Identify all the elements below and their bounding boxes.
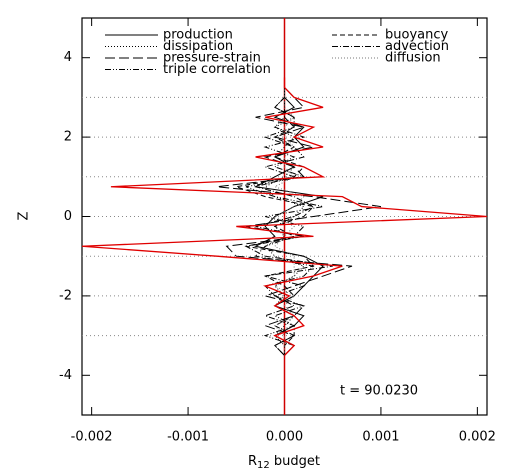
legend-label: pressure-strain	[163, 51, 261, 66]
legend-label: advection	[385, 39, 449, 54]
legend-label: dissipation	[163, 39, 233, 54]
x-tick-label: 0.001	[362, 430, 399, 445]
y-tick-label: 0	[64, 209, 72, 224]
y-axis-label: Z	[17, 211, 32, 220]
x-axis-label: R12 budget	[248, 454, 320, 472]
x-tick-label: -0.002	[71, 430, 113, 445]
series-line	[81, 77, 488, 356]
legend-label: triple correlation	[163, 62, 271, 77]
x-label-main: R	[248, 454, 257, 469]
x-tick-label: -0.001	[167, 430, 209, 445]
x-tick-label: 0.002	[459, 430, 496, 445]
y-tick-label: -4	[59, 368, 72, 383]
series-line	[264, 77, 305, 356]
series-line	[216, 77, 382, 356]
legend-label: diffusion	[385, 51, 441, 66]
legend-label: buoyancy	[385, 28, 448, 43]
x-label-rest: budget	[270, 454, 320, 469]
series-line	[244, 77, 333, 356]
x-tick-label: 0.000	[266, 430, 303, 445]
y-tick-label: 4	[64, 50, 72, 65]
y-tick-label: 2	[64, 130, 72, 145]
x-label-sub: 12	[257, 460, 270, 471]
annotation: t = 90.0230	[340, 384, 418, 399]
series-line	[245, 77, 324, 356]
y-tick-label: -2	[59, 288, 72, 303]
legend-label: production	[163, 28, 233, 43]
